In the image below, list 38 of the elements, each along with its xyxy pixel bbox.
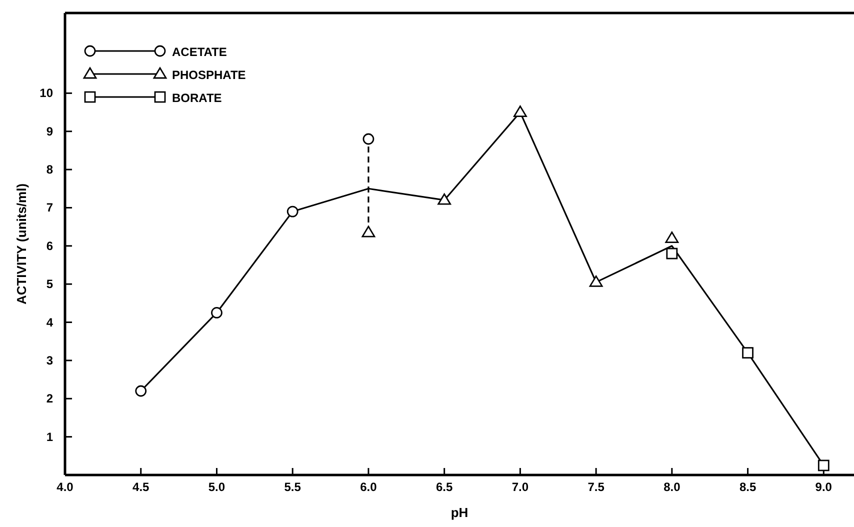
x-tick-label: 7.0 xyxy=(512,480,529,494)
legend-label: PHOSPHATE xyxy=(172,68,246,82)
point xyxy=(589,275,603,287)
y-tick-label: 7 xyxy=(46,200,54,215)
x-tick-label: 7.5 xyxy=(588,480,605,494)
x-tick-label: 6.0 xyxy=(360,480,378,494)
y-axis-title: ACTIVITY (units/ml) xyxy=(14,183,29,305)
legend-label: BORATE xyxy=(172,91,222,105)
point xyxy=(666,248,678,260)
point xyxy=(438,193,452,205)
y-tick-label: 5 xyxy=(46,277,54,292)
y-tick-label: 2 xyxy=(46,392,54,406)
point xyxy=(742,347,754,359)
x-tick-label: 6.5 xyxy=(436,480,453,494)
y-tick-label: 10 xyxy=(40,86,54,100)
y-tick-label: 1 xyxy=(46,430,54,444)
point xyxy=(286,206,298,218)
point xyxy=(211,307,222,318)
x-tick-label: 4.5 xyxy=(132,480,150,494)
point xyxy=(665,232,679,243)
x-tick-label: 4.0 xyxy=(56,480,74,494)
x-axis-title: pH xyxy=(450,505,468,520)
x-tick-label: 8.0 xyxy=(664,480,681,494)
point xyxy=(135,385,147,397)
point xyxy=(818,460,830,472)
x-tick-label: 5.5 xyxy=(284,480,302,494)
legend-label: ACETATE xyxy=(172,45,227,59)
y-tick-label: 8 xyxy=(46,162,54,177)
point xyxy=(362,133,374,145)
x-tick-label: 9.0 xyxy=(815,480,832,494)
y-tick-label: 9 xyxy=(46,124,54,138)
y-tick-label: 3 xyxy=(46,353,54,368)
point xyxy=(362,226,376,238)
y-tick-label: 6 xyxy=(46,238,54,253)
y-tick-label: 4 xyxy=(46,315,54,330)
point xyxy=(513,106,527,117)
x-tick-label: 5.0 xyxy=(208,480,226,494)
x-tick-label: 8.5 xyxy=(739,480,756,494)
